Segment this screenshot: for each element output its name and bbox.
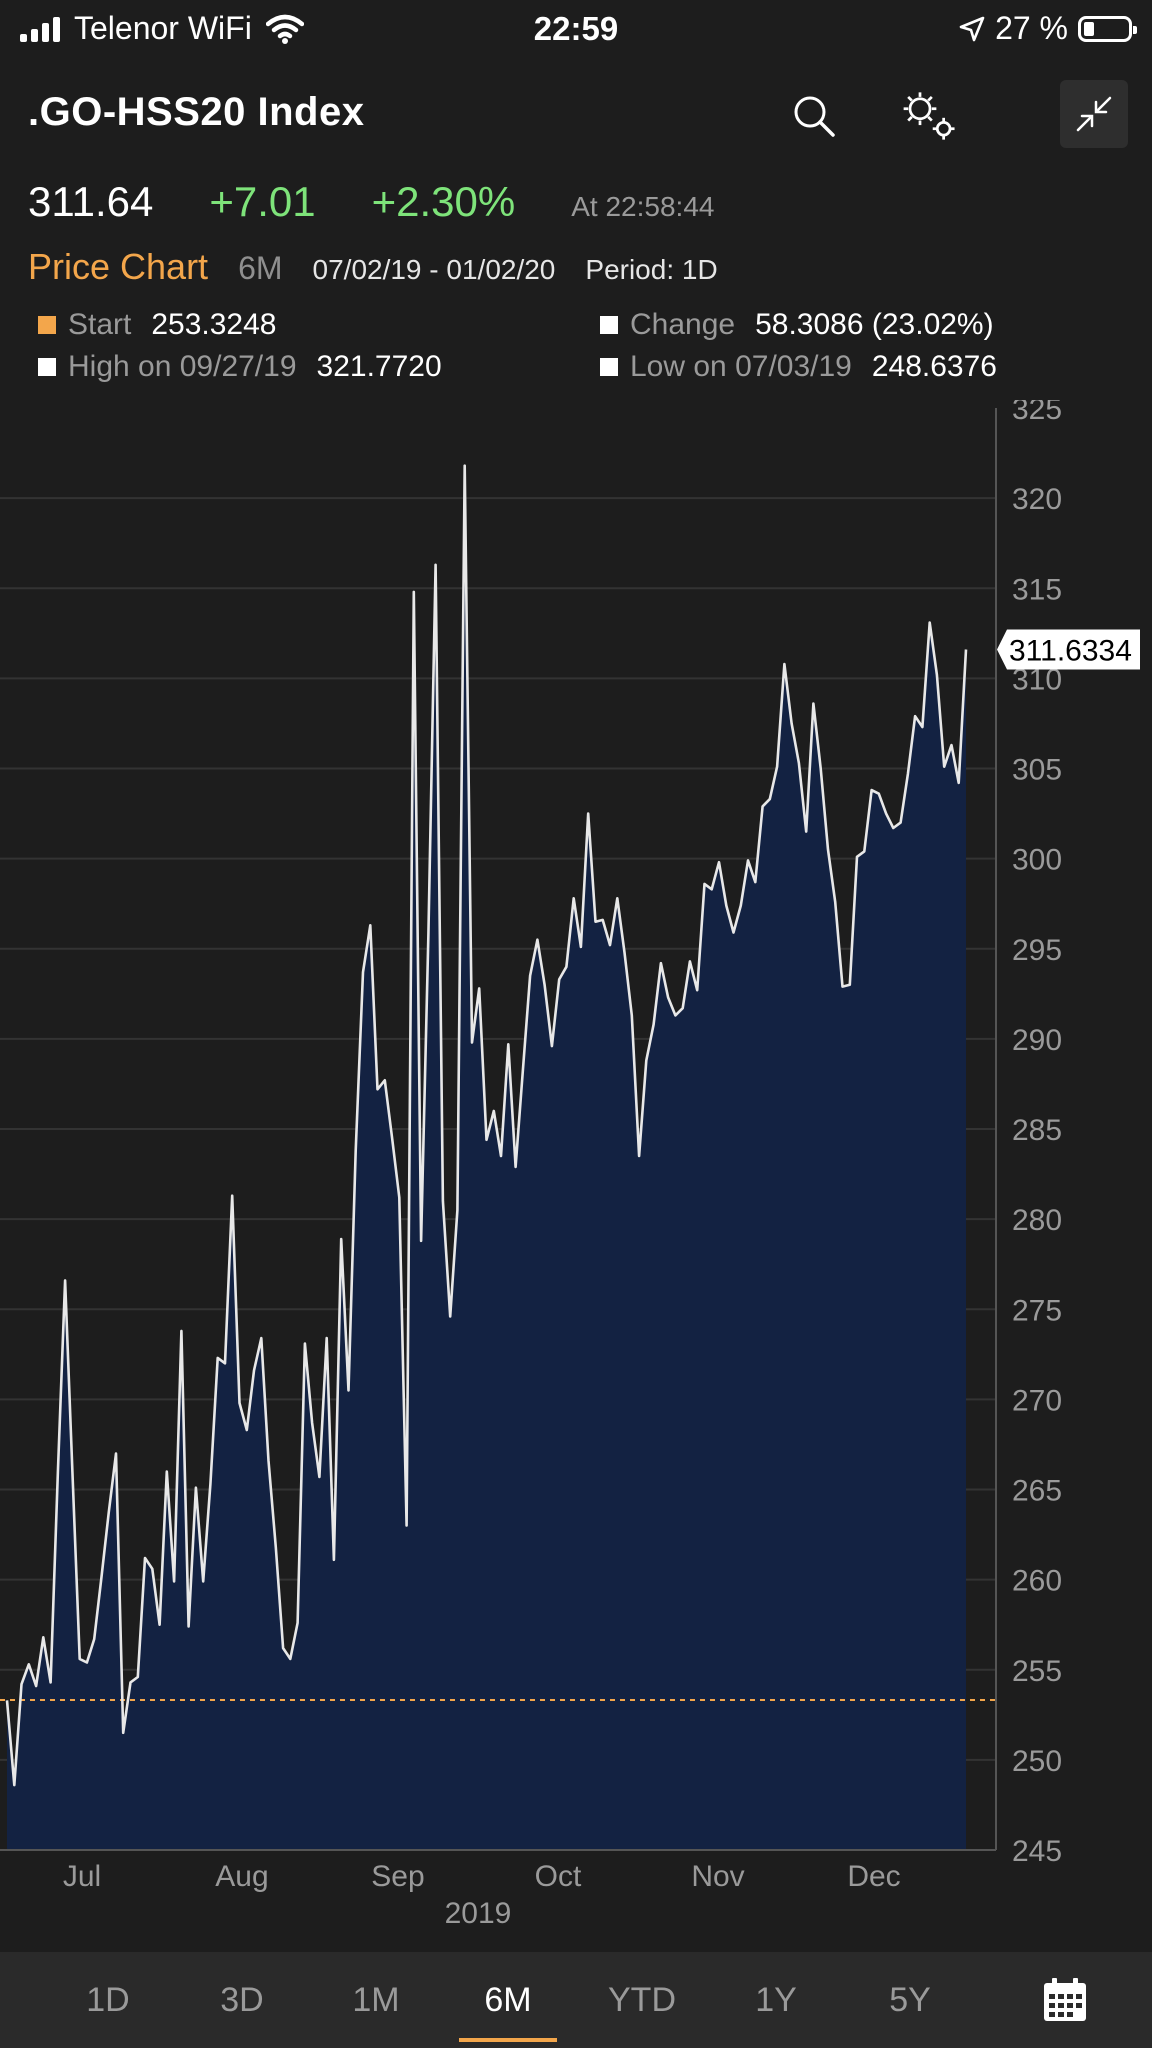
collapse-button[interactable] bbox=[1060, 80, 1128, 148]
y-tick-label: 290 bbox=[1012, 1024, 1062, 1057]
y-tick-label: 255 bbox=[1012, 1655, 1062, 1688]
stat-start-value: 253.3248 bbox=[151, 308, 277, 341]
x-tick-label: Aug bbox=[215, 1860, 268, 1893]
calendar-button[interactable] bbox=[1010, 1952, 1120, 2048]
chart-range: 6M bbox=[238, 250, 283, 286]
percent-change: +2.30% bbox=[371, 178, 516, 225]
cellular-signal-icon bbox=[20, 16, 60, 42]
quote-time: At 22:58:44 bbox=[571, 191, 715, 222]
high-legend-swatch bbox=[38, 358, 56, 376]
x-tick-label: Oct bbox=[535, 1860, 582, 1893]
stat-start: Start 253.3248 bbox=[38, 308, 277, 342]
stat-change-value: 58.3086 (23.02%) bbox=[755, 308, 994, 341]
y-tick-label: 280 bbox=[1012, 1204, 1062, 1237]
price-chart-title: Price Chart bbox=[28, 246, 209, 287]
last-value-tag: 311.6334 bbox=[997, 629, 1140, 670]
net-change: +7.01 bbox=[209, 178, 316, 225]
y-tick-label: 275 bbox=[1012, 1294, 1062, 1327]
header: .GO-HSS20 Index bbox=[0, 80, 1152, 150]
battery-percentage: 27 % bbox=[995, 10, 1068, 46]
page-title: .GO-HSS20 Index bbox=[28, 90, 365, 134]
y-tick-label: 265 bbox=[1012, 1475, 1062, 1508]
low-legend-swatch bbox=[600, 358, 618, 376]
wifi-icon bbox=[265, 14, 304, 44]
tab-1m[interactable]: 1M bbox=[352, 1980, 400, 2019]
price-line bbox=[5, 464, 968, 1787]
tab-6m[interactable]: 6M bbox=[453, 1952, 563, 2048]
y-tick-label: 320 bbox=[1012, 483, 1062, 516]
chart-date-range: 07/02/19 - 01/02/20 bbox=[312, 254, 556, 285]
tab-ytd[interactable]: YTD bbox=[608, 1980, 676, 2019]
last-price: 311.64 bbox=[28, 178, 154, 225]
y-tick-label: 285 bbox=[1012, 1114, 1062, 1147]
y-tick-label: 270 bbox=[1012, 1384, 1062, 1417]
x-tick-label: Sep bbox=[371, 1860, 424, 1893]
x-tick-label: Dec bbox=[847, 1860, 900, 1893]
gear-icon bbox=[903, 92, 955, 140]
calendar-icon bbox=[1044, 1978, 1086, 2021]
quote-row: 311.64 +7.01 +2.30% At 22:58:44 bbox=[28, 178, 714, 226]
settings-button[interactable] bbox=[900, 86, 960, 146]
x-axis-labels: Jul Aug Sep Oct Nov Dec bbox=[63, 1860, 901, 1893]
y-tick-label: 305 bbox=[1012, 754, 1062, 787]
tab-1y[interactable]: 1Y bbox=[755, 1980, 797, 2019]
y-tick-label: 315 bbox=[1012, 573, 1062, 606]
stat-start-label: Start bbox=[68, 308, 132, 341]
timeframe-tab-bar: 1D 3D 1M 6M YTD 1Y 5Y bbox=[0, 1952, 1152, 2048]
y-axis-ticks: 3253203153103053002952902852802752702652… bbox=[1012, 400, 1062, 1868]
battery-icon bbox=[1078, 15, 1137, 42]
search-button[interactable] bbox=[784, 86, 844, 146]
price-chart-header: Price Chart 6M 07/02/19 - 01/02/20 Perio… bbox=[28, 246, 718, 288]
start-legend-swatch bbox=[38, 316, 56, 334]
stat-low-value: 248.6376 bbox=[871, 350, 997, 383]
chart-period: Period: 1D bbox=[585, 254, 718, 285]
y-tick-label: 325 bbox=[1012, 400, 1062, 426]
tab-3d[interactable]: 3D bbox=[220, 1980, 264, 2019]
change-legend-swatch bbox=[600, 316, 618, 334]
search-icon bbox=[794, 96, 835, 137]
price-chart[interactable]: 3253203153103053002952902852802752702652… bbox=[0, 400, 1152, 1940]
y-tick-label: 250 bbox=[1012, 1745, 1062, 1778]
location-arrow-icon bbox=[959, 16, 985, 41]
tab-5y[interactable]: 5Y bbox=[889, 1980, 931, 2019]
collapse-icon bbox=[1076, 96, 1112, 132]
stat-high: High on 09/27/19 321.7720 bbox=[38, 350, 442, 384]
clock: 22:59 bbox=[533, 10, 619, 47]
price-area-fill bbox=[7, 465, 966, 1851]
x-tick-label: Nov bbox=[691, 1860, 744, 1893]
y-tick-label: 245 bbox=[1012, 1835, 1062, 1868]
y-tick-label: 260 bbox=[1012, 1565, 1062, 1598]
stat-change: Change 58.3086 (23.02%) bbox=[600, 308, 994, 342]
stat-low-label: Low on 07/03/19 bbox=[630, 350, 852, 383]
stat-low: Low on 07/03/19 248.6376 bbox=[600, 350, 997, 384]
status-bar: Telenor WiFi 22:59 27 % bbox=[0, 0, 1152, 58]
y-tick-label: 295 bbox=[1012, 934, 1062, 967]
carrier-name: Telenor WiFi bbox=[74, 10, 252, 46]
stat-high-value: 321.7720 bbox=[316, 350, 442, 383]
tab-1d[interactable]: 1D bbox=[86, 1980, 130, 2019]
x-axis-year: 2019 bbox=[445, 1897, 512, 1930]
last-value-text: 311.6334 bbox=[1009, 635, 1132, 668]
stat-high-label: High on 09/27/19 bbox=[68, 350, 297, 383]
stat-change-label: Change bbox=[630, 308, 736, 341]
y-tick-label: 300 bbox=[1012, 844, 1062, 877]
x-tick-label: Jul bbox=[63, 1860, 101, 1893]
